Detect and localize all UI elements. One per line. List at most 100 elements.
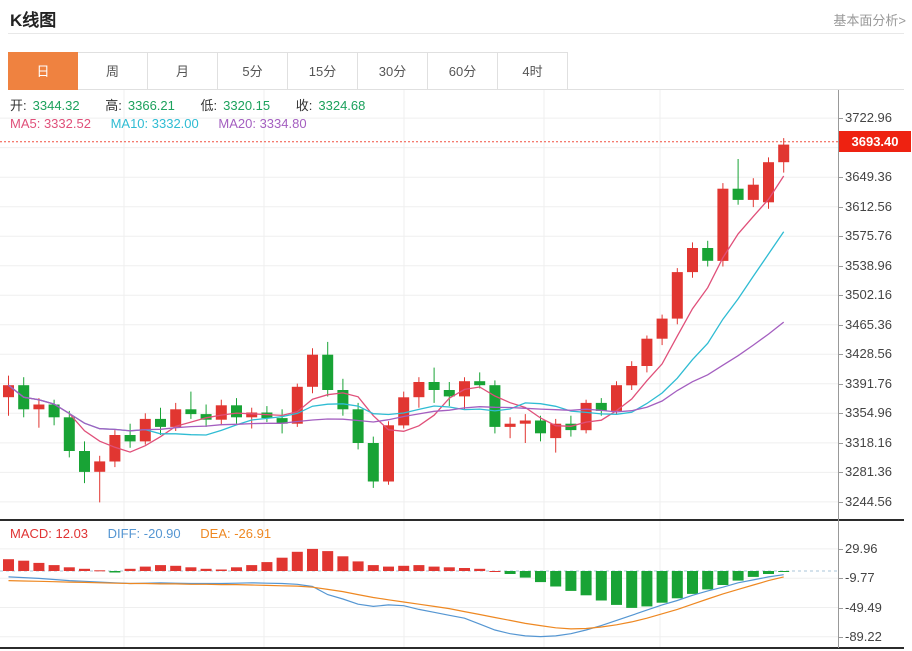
candle [550,418,562,453]
macd-bar [580,571,592,596]
candle [3,375,14,416]
candle [656,314,668,346]
macd-bar [109,571,121,573]
price-axis-tick [838,206,843,208]
candlestick-chart[interactable] [0,90,838,519]
candle [626,361,638,390]
macd-bar [367,565,379,571]
price-axis-tick [838,354,843,356]
price-axis-tick [838,383,843,385]
price-axis-tick [838,472,843,474]
price-axis-tick [838,177,843,179]
candle [778,138,790,173]
macd-bar [717,571,729,585]
candle [276,409,288,434]
candle [732,159,744,205]
macd-bar [747,571,759,577]
macd-bar [276,557,288,571]
macd-bar [124,568,136,571]
tab-day[interactable]: 日 [8,52,78,90]
bottom-border [0,647,904,649]
price-axis-tick-label: 3612.56 [845,198,892,214]
candle [337,378,349,416]
price-axis-tick [838,236,843,238]
macd-bar [550,571,562,587]
candle [671,268,683,325]
tab-5min[interactable]: 5分 [218,52,288,90]
price-axis-line [838,90,839,648]
title-divider [8,33,904,34]
close-label: 收: [295,98,313,113]
candle [474,372,486,389]
price-axis-tick-label: 3722.96 [845,110,892,126]
price-axis-tick-label: 3281.36 [845,464,892,480]
macd-bar [428,566,440,571]
price-axis-tick-label: 3538.96 [845,257,892,273]
macd-axis-tick [838,548,843,550]
macd-bar [398,565,410,571]
candle [504,417,516,439]
candle [443,382,455,407]
price-axis-tick-label: 3649.36 [845,169,892,185]
candle [33,398,45,428]
macd-bar [732,571,744,581]
price-axis-tick-label: 3428.56 [845,346,892,362]
ma20-line [8,321,785,432]
tab-30min[interactable]: 30分 [358,52,428,90]
ma10-legend: MA10: 3332.00 [110,116,199,131]
price-axis-tick-label: 3391.76 [845,375,892,391]
diff-value-legend: DIFF: -20.90 [107,526,181,541]
ma5-line [8,175,785,453]
macd-axis-tick-label: 29.96 [845,540,878,556]
macd-bar [185,567,197,571]
macd-bar [170,565,182,571]
macd-bar [139,566,151,571]
macd-bar [611,571,622,605]
ma5-legend: MA5: 3332.52 [10,116,91,131]
candle [763,157,774,209]
fundamental-analysis-link[interactable]: 基本面分析> [833,13,906,28]
tab-4hour[interactable]: 4时 [498,52,568,90]
macd-bar [200,568,212,571]
low-label: 低: [200,98,218,113]
macd-axis-tick [838,636,843,638]
macd-bar [63,567,75,571]
price-axis-tick [838,442,843,444]
macd-bar [443,567,455,571]
tab-month[interactable]: 月 [148,52,218,90]
candle [595,398,607,416]
price-axis-tick [838,324,843,326]
macd-bar [94,570,106,572]
tab-60min[interactable]: 60分 [428,52,498,90]
macd-bar [337,556,349,572]
macd-bar [291,551,303,571]
close-value: 3324.68 [318,98,366,113]
dea-value-legend: DEA: -26.91 [200,526,272,541]
macd-bar [246,565,258,571]
macd-bar [641,571,653,607]
macd-bar [519,571,531,578]
ohlc-legend: 开: 3344.32 高: 3366.21 低: 3320.15 收: 3324.68 [10,95,387,114]
price-axis-tick [838,295,843,297]
candle [580,399,592,434]
ma20-legend: MA20: 3334.80 [218,116,307,131]
high-value: 3366.21 [127,98,175,113]
candle [459,377,470,410]
macd-chart[interactable] [0,521,838,648]
candle [611,381,622,415]
macd-axis-tick-label: -89.22 [845,628,882,644]
candle [307,348,318,394]
candle [185,391,197,419]
macd-bar [459,568,470,571]
macd-bar [261,562,273,571]
price-axis-tick-label: 3244.56 [845,493,892,509]
tab-week[interactable]: 周 [78,52,148,90]
macd-bar [702,571,714,590]
open-value: 3344.32 [32,98,80,113]
macd-bar [778,571,790,572]
macd-bar [565,571,577,591]
tab-15min[interactable]: 15分 [288,52,358,90]
candle [231,398,242,424]
macd-bar [18,560,30,571]
